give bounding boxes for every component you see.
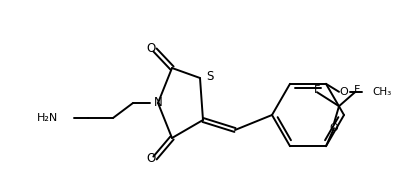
- Text: O: O: [146, 152, 156, 166]
- Text: N: N: [154, 97, 162, 109]
- Text: O: O: [340, 87, 348, 97]
- Text: CH₃: CH₃: [372, 87, 391, 97]
- Text: S: S: [206, 70, 213, 84]
- Text: H₂N: H₂N: [37, 113, 58, 123]
- Text: F: F: [314, 85, 320, 95]
- Text: O: O: [330, 123, 339, 133]
- Text: O: O: [146, 42, 156, 55]
- Text: F: F: [354, 85, 360, 95]
